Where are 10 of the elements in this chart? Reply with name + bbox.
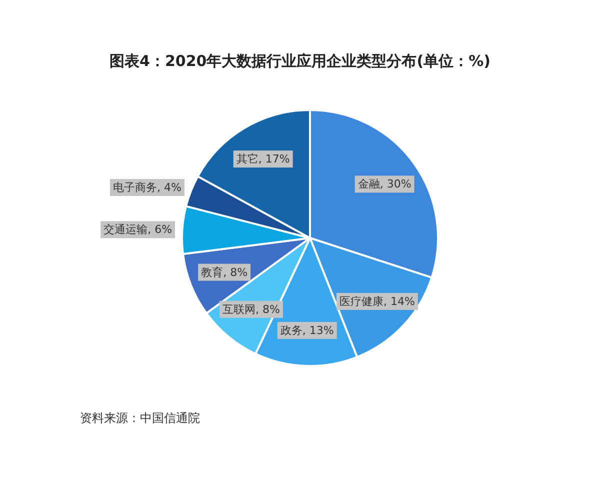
slice-label: 交通运输, 6% — [104, 223, 172, 236]
slice-label: 电子商务, 4% — [113, 180, 182, 194]
text: 资料来源：中国信通院 — [80, 411, 200, 425]
chart-title: 图表4：2020年大数据行业应用企业类型分布(单位：%) — [110, 52, 490, 70]
slice-label: 互联网, 8% — [222, 302, 280, 316]
slice-label: 其它, 17% — [236, 152, 290, 166]
slice-label: 教育, 8% — [201, 266, 248, 279]
slice-label: 政务, 13% — [280, 324, 334, 337]
slice-label: 金融, 30% — [358, 178, 412, 191]
slice-label: 医疗健康, 14% — [339, 294, 415, 308]
